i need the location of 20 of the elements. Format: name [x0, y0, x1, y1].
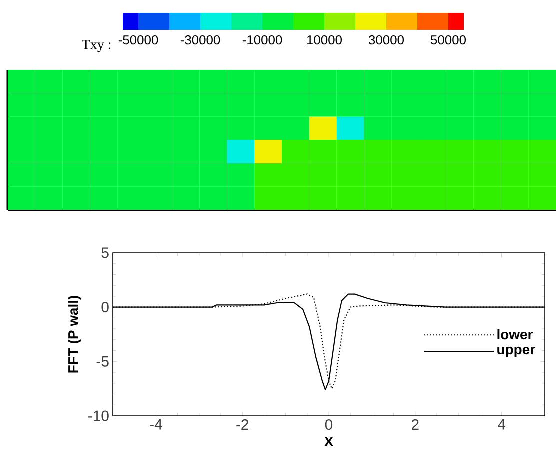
y-tick-label: -10 [88, 410, 109, 422]
x-axis-title: X [324, 436, 334, 447]
color-bar-label: -50000 [118, 36, 158, 45]
y-tick-label: -5 [96, 356, 109, 367]
series-label: lower [498, 329, 533, 340]
y-tick-label: 0 [102, 302, 109, 313]
color-bar-label: 30000 [368, 36, 404, 45]
x-tick-label: 4 [498, 420, 506, 430]
x-tick-label: 2 [412, 420, 419, 430]
color-bar-label: 50000 [431, 36, 466, 45]
y-axis-title: FFT (P wall) [68, 296, 82, 373]
text: upper [498, 346, 536, 358]
x-tick-label: -4 [150, 420, 162, 430]
x-tick-label: -2 [236, 420, 248, 430]
color-bar-label: -10000 [242, 36, 282, 45]
color-bar-label: -30000 [180, 36, 220, 45]
color-bar-title: Txy : [82, 40, 111, 52]
x-tick-label: 0 [325, 420, 333, 430]
color-bar-label: 10000 [307, 36, 342, 45]
y-tick-label: 5 [102, 248, 109, 258]
